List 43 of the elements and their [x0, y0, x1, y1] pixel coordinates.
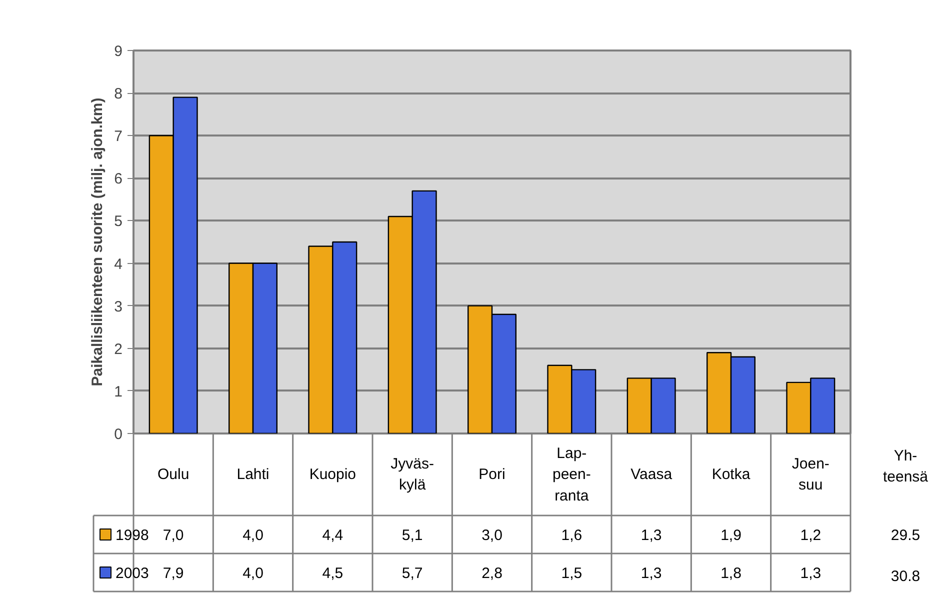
y-tick-label: 2	[114, 340, 122, 358]
data-label: 1,8	[720, 565, 742, 582]
y-tick-label: 7	[114, 128, 122, 146]
data-label: 1,2	[800, 527, 822, 544]
x-tick-label: Joen- suu	[792, 455, 830, 494]
data-label: 4,0	[242, 565, 264, 582]
y-tick-label: 1	[114, 383, 122, 400]
x-tick-label: Kotka	[712, 466, 751, 483]
legend-label: 2003	[116, 565, 149, 582]
data-label: 1,6	[561, 527, 582, 544]
data-label: 3,0	[482, 527, 502, 544]
x-tick-label: Oulu	[157, 466, 190, 483]
y-tick-label: 9	[114, 43, 122, 60]
x-tick-label: Vaasa	[630, 466, 673, 483]
text: Yh- teensä	[882, 447, 929, 486]
text: 29.5	[890, 527, 920, 544]
data-label: 4,4	[322, 527, 344, 544]
y-tick-label: 5	[114, 213, 122, 230]
data-label: 1,3	[800, 565, 822, 582]
data-label: 1,3	[640, 527, 662, 544]
legend-label: 1998	[116, 527, 149, 544]
y-tick-label: 0	[114, 426, 122, 443]
data-label: 4,0	[242, 527, 264, 544]
x-tick-label: Lap- peen- ranta	[552, 444, 591, 504]
data-label: 2,8	[482, 565, 502, 582]
y-tick-label: 4	[114, 256, 122, 273]
x-tick-label: Jyväs- kylä	[390, 455, 434, 494]
y-tick-label: 6	[114, 170, 122, 188]
y-tick-label: 8	[114, 86, 122, 103]
data-label: 1,3	[640, 565, 662, 582]
text: 30.8	[890, 568, 920, 585]
data-label: 7,0	[162, 527, 184, 544]
data-label: 5,7	[402, 565, 423, 582]
x-tick-label: Pori	[478, 466, 506, 483]
data-label: 4,5	[322, 565, 344, 582]
data-label: 1,9	[720, 527, 742, 544]
data-label: 5,1	[402, 527, 423, 544]
x-tick-label: Kuopio	[309, 466, 356, 483]
data-label: 7,9	[162, 565, 184, 582]
y-axis-title: Paikallisliikenteen suorite (milj. ajon.km)	[89, 98, 106, 386]
data-label: 1,5	[561, 565, 582, 582]
x-tick-label: Lahti	[236, 466, 270, 483]
y-tick-label: 3	[114, 298, 122, 316]
